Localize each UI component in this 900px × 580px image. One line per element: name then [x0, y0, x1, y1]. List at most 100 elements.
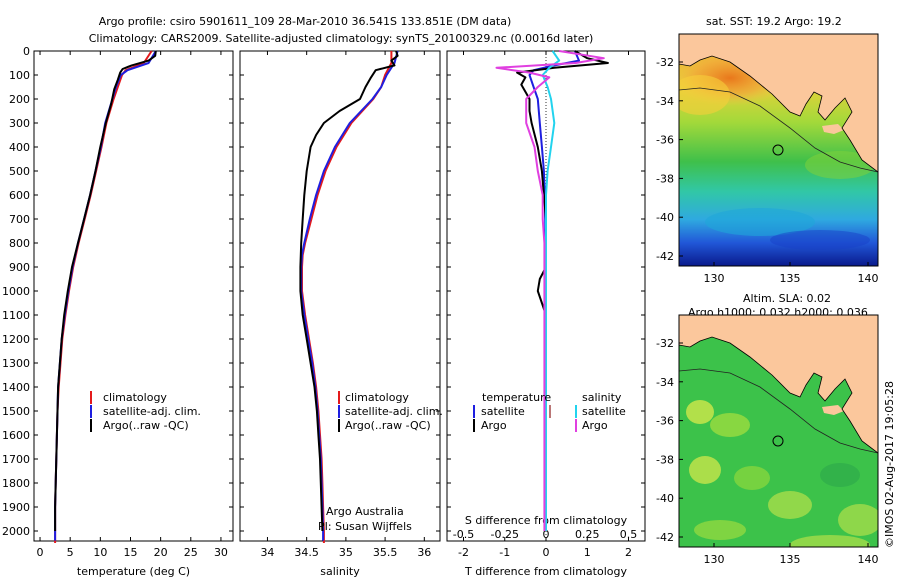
sst-map: sat. SST: 19.2 Argo: 19.2 -32 -34 -36 -38 -4…	[656, 15, 879, 285]
depth-tick-label: 1000	[2, 285, 30, 298]
sst-isobath	[679, 87, 878, 173]
temperature-legend: climatology satellite-adj. clim. Argo(..…	[90, 391, 201, 432]
depth-tick-label: 2000	[2, 525, 30, 538]
lat-tick-label: -42	[656, 250, 674, 263]
sst-land	[679, 34, 878, 172]
sla-coastline	[679, 336, 878, 454]
depth-tick-label: 1100	[2, 309, 30, 322]
lat-tick-label: -36	[656, 415, 674, 428]
legend-satellite-label: satellite-adj. clim.	[345, 405, 443, 418]
sla-anomaly	[838, 504, 878, 536]
x-tick-label: 34	[260, 546, 274, 559]
depth-tick-label: 0	[23, 45, 30, 58]
top-tick-label: -0.5	[453, 528, 474, 541]
depth-tick-label: 1600	[2, 429, 30, 442]
plot-frame	[33, 50, 234, 542]
series-line-climatology	[54, 50, 153, 543]
x-tick-label: 15	[123, 546, 137, 559]
x-axis-label: temperature (deg C)	[77, 565, 190, 578]
lat-tick-label: -40	[656, 211, 674, 224]
timestamp-stamp: ©IMOS 02-Aug-2017 19:05:28	[883, 381, 896, 548]
x-tick-label: 20	[154, 546, 168, 559]
legend-sal-satellite-label: satellite	[582, 405, 626, 418]
top-tick-label: 0.25	[575, 528, 600, 541]
depth-tick-label: 1900	[2, 501, 30, 514]
legend-climatology-label: climatology	[103, 391, 167, 404]
x-tick-label: 5	[67, 546, 74, 559]
depth-tick-label: 1300	[2, 357, 30, 370]
series-line-salinity-satellite	[541, 50, 561, 531]
sla-anomaly	[820, 463, 860, 487]
figure-title-line1: Argo profile: csiro 5901611_109 28-Mar-2…	[99, 15, 512, 28]
sst-cool-patch	[770, 230, 870, 250]
depth-tick-label: 400	[9, 141, 30, 154]
legend-argo-label: Argo(..raw -QC)	[103, 419, 189, 432]
sst-map-title: sat. SST: 19.2 Argo: 19.2	[706, 15, 842, 28]
lat-tick-label: -32	[656, 56, 674, 69]
sla-anomaly	[790, 535, 870, 547]
series-line-satellite-adj-clim-	[300, 50, 399, 541]
legend-temp-satellite-label: satellite	[481, 405, 525, 418]
lat-tick-label: -40	[656, 492, 674, 505]
x-tick-label: 35.5	[373, 546, 398, 559]
salinity-panel: 34 34.5 35 35.5 36 salinity	[239, 50, 441, 578]
sst-warm-patch	[679, 75, 730, 115]
temperature-panel: 0100200300400500600700800900100011001200…	[2, 45, 234, 578]
series-line-argo-raw-qc-	[299, 50, 399, 532]
sla-anomaly	[734, 466, 770, 490]
sla-island	[822, 405, 844, 415]
depth-tick-label: 300	[9, 117, 30, 130]
legend-salinity-heading: salinity	[582, 391, 622, 404]
sst-cool-patch	[705, 208, 815, 236]
lat-tick-label: -38	[656, 453, 674, 466]
plot-frame	[239, 50, 441, 542]
sla-anomaly	[768, 491, 812, 519]
lat-tick-label: -36	[656, 134, 674, 147]
series-line-temperature-argo	[516, 50, 609, 531]
depth-tick-label: 1700	[2, 453, 30, 466]
depth-tick-label: 600	[9, 189, 30, 202]
credit-line2: PI: Susan Wijffels	[318, 520, 412, 533]
series-line-argo-raw-qc-	[54, 50, 157, 531]
difference-legend: temperature salinity satellite Argo sate…	[473, 391, 626, 432]
x-axis-label: salinity	[320, 565, 360, 578]
depth-tick-label: 1400	[2, 381, 30, 394]
series-line-salinity-argo	[495, 50, 605, 531]
lon-tick-label: 140	[858, 272, 879, 285]
lat-tick-label: -38	[656, 172, 674, 185]
lat-tick-label: -32	[656, 337, 674, 350]
depth-tick-label: 500	[9, 165, 30, 178]
depth-tick-label: 1500	[2, 405, 30, 418]
depth-tick-label: 900	[9, 261, 30, 274]
x-tick-label: 30	[214, 546, 228, 559]
top-tick-label: 0.5	[620, 528, 638, 541]
sst-coastline	[679, 55, 878, 173]
legend-satellite-label: satellite-adj. clim.	[103, 405, 201, 418]
sst-map-frame	[678, 33, 879, 267]
legend-temp-argo-label: Argo	[481, 419, 507, 432]
x-tick-label: 0	[543, 546, 550, 559]
x-tick-label: -1	[499, 546, 510, 559]
depth-tick-label: 200	[9, 93, 30, 106]
series-line-climatology	[301, 51, 393, 543]
x-tick-label: 34.5	[294, 546, 319, 559]
sla-land	[679, 315, 878, 453]
x-tick-label: 25	[184, 546, 198, 559]
x-tick-label: 0	[37, 546, 44, 559]
salinity-legend: climatology satellite-adj. clim. Argo(..…	[338, 391, 443, 432]
x-tick-label: 35	[339, 546, 353, 559]
sst-island	[822, 124, 844, 134]
legend-climatology-label: climatology	[345, 391, 409, 404]
lon-tick-label: 135	[780, 553, 801, 566]
depth-tick-label: 100	[9, 69, 30, 82]
lon-tick-label: 135	[780, 272, 801, 285]
depth-tick-label: 800	[9, 237, 30, 250]
sla-map: Altim. SLA: 0.02 Argo h1000: 0.032 h2000…	[656, 292, 879, 566]
sla-anomaly	[710, 413, 750, 437]
x-axis-label: T difference from climatology	[464, 565, 627, 578]
sla-map-frame	[678, 314, 879, 548]
sla-anomaly	[694, 520, 746, 540]
lat-tick-label: -34	[656, 95, 674, 108]
depth-tick-label: 1200	[2, 333, 30, 346]
